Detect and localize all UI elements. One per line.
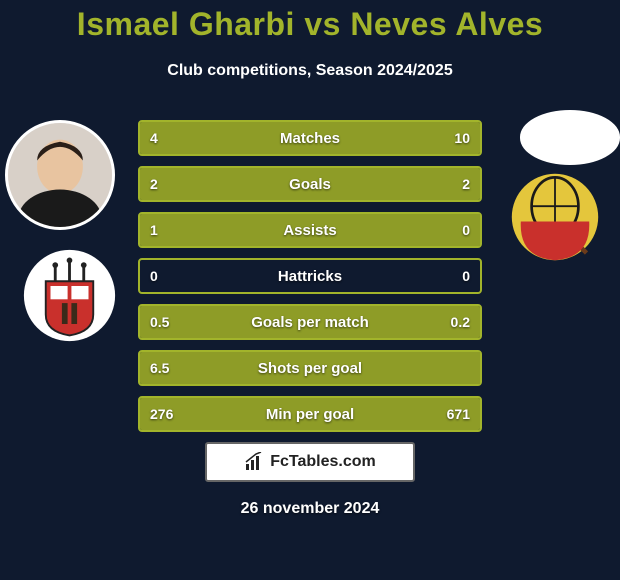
page-subtitle: Club competitions, Season 2024/2025	[0, 62, 620, 80]
stat-row: Assists1 0	[138, 212, 482, 248]
stat-label: Matches	[140, 122, 480, 154]
stat-left-value: 6.5	[150, 352, 169, 384]
stat-right-value: 0	[462, 214, 470, 246]
stat-label: Shots per goal	[140, 352, 480, 384]
comparison-chart: Matches410Goals22Assists10Hattricks00Goa…	[138, 120, 482, 442]
stat-right-value: 671	[447, 398, 470, 430]
stat-right-value: 0.2	[451, 306, 470, 338]
stat-row: Goals2 2	[138, 166, 482, 202]
chart-icon	[244, 452, 264, 472]
stat-left-value: 1	[150, 214, 158, 246]
stat-left-value: 2	[150, 168, 158, 200]
stat-row: Min per goal276 671	[138, 396, 482, 432]
stat-label: Assists	[140, 214, 480, 246]
footer-text: FcTables.com	[270, 453, 376, 471]
player1-avatar	[5, 120, 115, 230]
stat-right-value: 2	[462, 168, 470, 200]
stat-left-value: 0	[150, 260, 158, 292]
stat-label: Hattricks	[140, 260, 480, 292]
stat-right-value: 0	[462, 260, 470, 292]
stat-label: Goals	[140, 168, 480, 200]
stat-right-value: 10	[454, 122, 470, 154]
stat-left-value: 0.5	[150, 306, 169, 338]
player2-avatar	[520, 110, 620, 165]
stat-row: Shots per goal6.5	[138, 350, 482, 386]
club2-badge	[510, 172, 600, 262]
stat-left-value: 4	[150, 122, 158, 154]
stat-row: Matches4 10	[138, 120, 482, 156]
footer-logo: FcTables.com	[205, 442, 415, 482]
stat-row: Goals per match0.5 0.2	[138, 304, 482, 340]
stat-left-value: 276	[150, 398, 173, 430]
stat-row: Hattricks0 0	[138, 258, 482, 294]
stat-label: Min per goal	[140, 398, 480, 430]
page-title: Ismael Gharbi vs Neves Alves	[0, 6, 620, 43]
stat-label: Goals per match	[140, 306, 480, 338]
club1-badge	[22, 248, 117, 343]
date-text: 26 november 2024	[0, 500, 620, 518]
